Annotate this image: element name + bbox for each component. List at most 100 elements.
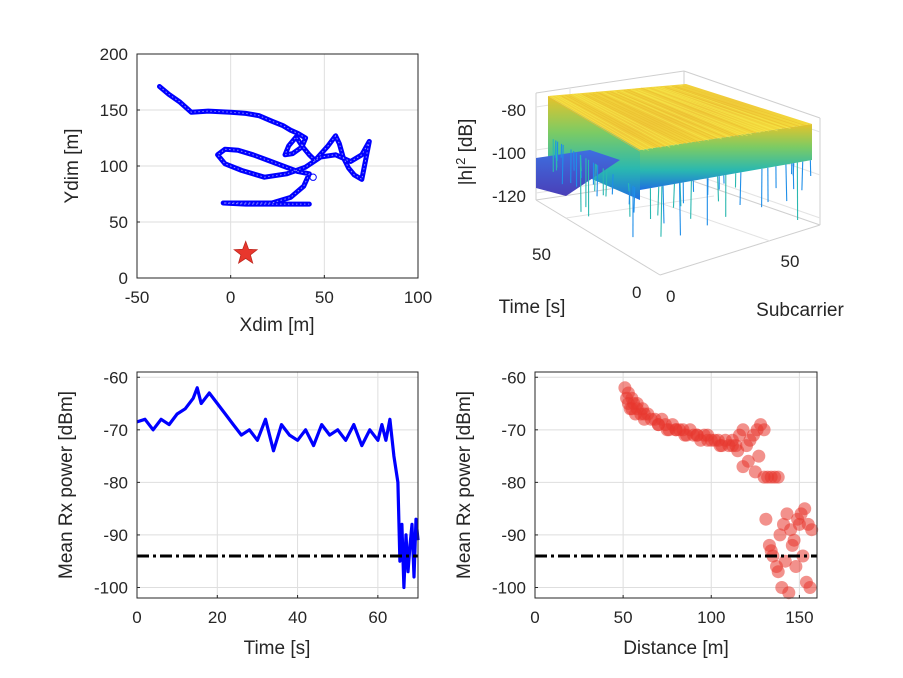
rx-distance-y-label: Mean Rx power [dBm]: [454, 391, 475, 579]
rx-distance-point: [798, 502, 812, 516]
surface-y-tick: 0: [632, 283, 641, 302]
rx-distance-y-tick-label: -100: [492, 578, 526, 597]
surface-ridge: [672, 86, 795, 129]
surface-ridge: [561, 95, 658, 148]
surface-y-tick: 50: [532, 245, 551, 264]
rx-distance-point: [725, 439, 739, 453]
surface-fade-spike: [717, 176, 720, 202]
rx-distance-y-tick-label: -60: [501, 368, 526, 387]
surface-fade-spike: [660, 186, 663, 237]
surface-z-tick: -100: [492, 144, 526, 163]
surface-ridge: [609, 91, 718, 139]
rx-distance-point: [789, 560, 803, 573]
surface-fade-spike: [657, 186, 660, 216]
rx-distance-point: [805, 523, 819, 537]
rx-time-axes-frame: [136, 371, 419, 599]
surface-ridge: [616, 91, 727, 139]
surface-x-label: Subcarrier: [756, 300, 844, 321]
rx-time-x-tick-label: 0: [132, 608, 141, 627]
rx-distance-point: [713, 439, 727, 453]
surface-ridge: [547, 96, 641, 152]
surface-ridge: [575, 93, 675, 147]
surface-fade-spike: [628, 183, 631, 205]
rx-time-x-label: Time [s]: [244, 638, 311, 659]
rx-distance-point: [690, 428, 704, 442]
surface-ridge: [630, 88, 744, 137]
surface-ridge: [606, 91, 714, 140]
trajectory-y-tick-label: 0: [119, 269, 128, 288]
rx-distance-point: [759, 512, 773, 526]
surface-z-tick: -120: [492, 187, 526, 206]
surface-ridge: [620, 90, 731, 138]
rx-distance-x-tick-label: 50: [614, 608, 633, 627]
surface-ridge: [623, 89, 735, 137]
surface-fade-spike: [678, 183, 681, 236]
rx-time-x-tick-label: 60: [368, 608, 387, 627]
surface-fade-spike: [672, 183, 675, 208]
rx-distance-x-tick-label: 0: [530, 608, 539, 627]
rx-power-time-panel: 0 20 40 60 -60 -70 -80 -90 -100 Time [s] Mean Rx…: [56, 368, 420, 659]
surface-ridge: [654, 87, 774, 131]
channel-surface-panel: -80 -100 -120 50 0 0 50 Time [s] Subcarr…: [453, 70, 844, 321]
trajectory-path-markers: [159, 86, 370, 205]
surface-ridge: [599, 92, 705, 142]
surface-ridge: [568, 94, 666, 148]
rx-distance-point: [736, 460, 750, 474]
surface-ridge: [641, 87, 757, 134]
rx-distance-point: [803, 581, 817, 594]
base-station-star-marker: [233, 240, 259, 265]
trajectory-x-tick-label: 100: [404, 288, 432, 307]
surface-fade-spike: [594, 163, 596, 192]
surface-fade-spike: [739, 172, 742, 205]
rx-time-axes-background: [137, 372, 418, 598]
rx-distance-point: [660, 423, 674, 437]
rx-distance-x-tick-label: 150: [785, 608, 813, 627]
surface-ridge: [554, 95, 649, 151]
surface-x-tick: 50: [781, 252, 800, 271]
rx-distance-x-label: Distance [m]: [623, 638, 729, 659]
surface-fade-spike: [785, 164, 788, 202]
trajectory-x-tick-label: 50: [315, 288, 334, 307]
rx-time-x-tick-label: 20: [208, 608, 227, 627]
rx-distance-y-tick-label: -70: [501, 421, 526, 440]
rx-distance-point: [782, 586, 796, 600]
surface-ridge: [668, 85, 791, 130]
surface-ridge: [661, 86, 783, 130]
trajectory-y-label: Ydim [m]: [62, 129, 83, 204]
rx-distance-point: [701, 433, 715, 447]
surface-z-tick: -80: [501, 101, 526, 120]
surface-fade-spike: [596, 165, 599, 197]
surface-ridge: [634, 90, 748, 136]
rx-distance-point: [764, 544, 778, 558]
rx-distance-point: [771, 565, 785, 579]
surface-ridge: [644, 87, 761, 133]
rx-distance-point: [771, 470, 785, 484]
surface-fade-spike: [662, 185, 665, 224]
surface-fade-spike: [801, 161, 804, 191]
trajectory-y-tick-label: 150: [100, 101, 128, 120]
surface-fade-spike: [579, 154, 582, 212]
surface-z-label: |h|2 [dB]: [453, 119, 477, 186]
rx-distance-x-tick-label: 100: [697, 608, 725, 627]
surface-fade-spike: [627, 183, 630, 192]
surface-ridge: [592, 93, 697, 143]
rx-distance-point: [678, 428, 692, 442]
rx-distance-point: [796, 549, 810, 563]
rx-time-series-line: [136, 386, 420, 590]
surface-ridge: [627, 89, 740, 137]
rx-distance-point: [778, 554, 792, 568]
surface-ridge: [578, 93, 679, 146]
trajectory-x-label: Xdim [m]: [240, 315, 315, 336]
surface-right-face: [640, 124, 812, 190]
surface-x-tick: 0: [666, 287, 675, 306]
trajectory-y-tick-label: 100: [100, 157, 128, 176]
surface-ridge: [637, 89, 752, 135]
surface-ridge: [558, 95, 654, 149]
rx-power-distance-panel: 0 50 100 150 -60 -70 -80 -90 -100 Distance [m] M…: [454, 368, 819, 659]
rx-time-y-tick-label: -90: [103, 526, 128, 545]
surface-ridge: [565, 94, 662, 149]
surface-ridge: [585, 94, 688, 145]
surface-y-label: Time [s]: [499, 297, 566, 318]
channel-surface: [536, 84, 812, 238]
